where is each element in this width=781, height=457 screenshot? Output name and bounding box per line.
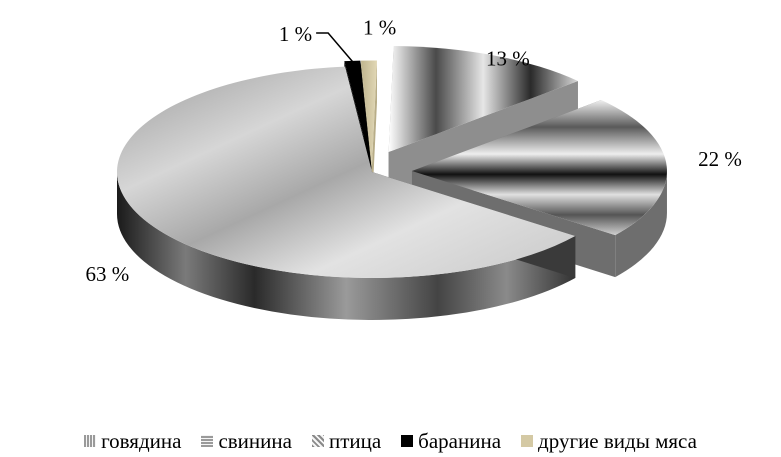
chart-legend: говядина свинина птица баранина другие в…: [0, 428, 781, 454]
pie-slice-wall-other-1: [371, 60, 377, 209]
pie-slice-top-beef: [388, 46, 578, 152]
legend-swatch-lamb: [401, 435, 414, 447]
data-label-poultry: 63 %: [86, 262, 130, 286]
legend-swatch-pork: [201, 435, 214, 447]
pie-slice-side-pork: [615, 171, 667, 278]
pie-slice-side-poultry: [117, 172, 576, 321]
legend-swatch-poultry: [311, 435, 324, 447]
pie-slice-top-poultry: [117, 66, 576, 278]
data-label-lamb: 1 %: [279, 22, 312, 46]
legend-label-beef: говядина: [101, 428, 182, 453]
legend-label-other: другие виды мяса: [538, 428, 697, 453]
leader-line-lamb: [316, 32, 354, 63]
legend-item-beef: говядина: [84, 429, 181, 454]
legend-label-lamb: баранина: [418, 428, 502, 453]
data-label-other: 1 %: [363, 16, 396, 40]
legend-label-pork: свинина: [218, 428, 292, 453]
pie-slice-poultry: [117, 66, 576, 321]
data-label-beef: 13 %: [486, 47, 530, 71]
legend-item-other: другие виды мяса: [521, 429, 697, 454]
legend-item-poultry: птица: [311, 428, 382, 454]
pie-slice-top-lamb: [344, 60, 372, 167]
legend-swatch-beef: [84, 435, 97, 447]
pie-slice-top-pork: [411, 100, 667, 236]
data-label-pork: 22 %: [698, 147, 742, 171]
legend-item-pork: свинина: [201, 429, 292, 454]
legend-item-lamb: баранина: [401, 429, 501, 454]
pie-chart: 13 % 22 % 63 % 1 % 1 %: [86, 16, 742, 321]
pie-slice-top-other: [360, 60, 377, 167]
legend-label-poultry: птица: [328, 428, 382, 453]
legend-swatch-other: [521, 435, 534, 447]
